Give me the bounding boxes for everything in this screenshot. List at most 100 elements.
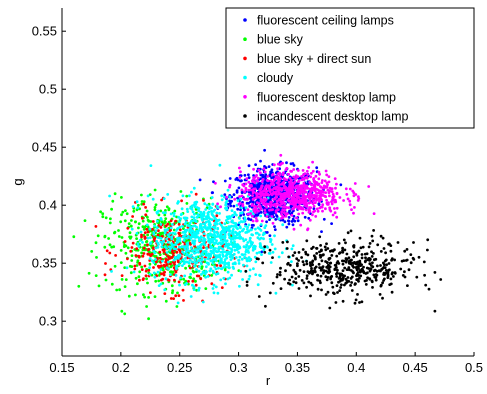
data-point (241, 278, 245, 281)
data-point (255, 251, 259, 255)
data-point (348, 187, 352, 191)
data-point (236, 199, 240, 203)
y-tick-label: 0.3 (39, 314, 57, 329)
legend-entry-0: fluorescent ceiling lamps (257, 14, 394, 28)
data-point (309, 294, 312, 298)
data-point (202, 199, 205, 202)
legend-entry-5: incandescent desktop lamp (257, 110, 409, 124)
data-point (238, 176, 242, 179)
data-point (164, 299, 168, 303)
data-point (225, 195, 228, 199)
data-point (243, 208, 246, 212)
data-point (160, 198, 164, 202)
data-point (280, 188, 284, 192)
data-point (160, 245, 164, 249)
data-point (163, 288, 167, 292)
data-point (248, 236, 252, 240)
data-point (149, 220, 153, 223)
data-point (358, 261, 362, 264)
data-point (417, 255, 421, 259)
data-point (134, 254, 138, 257)
data-point (209, 244, 213, 248)
data-point (343, 248, 347, 252)
data-point (348, 199, 352, 203)
data-point (338, 251, 342, 255)
data-point (328, 270, 332, 273)
data-point (268, 291, 272, 295)
data-point (248, 204, 252, 208)
data-point (166, 233, 170, 237)
data-point (177, 215, 181, 219)
data-point (214, 181, 217, 185)
data-point (231, 262, 235, 266)
data-point (307, 194, 310, 198)
data-point (314, 181, 318, 184)
data-point (249, 257, 253, 261)
data-point (384, 251, 387, 255)
data-point (296, 219, 300, 223)
data-point (138, 262, 142, 266)
data-point (326, 276, 330, 279)
data-point (310, 171, 313, 175)
data-point (293, 180, 297, 184)
data-point (220, 229, 224, 233)
data-point (144, 269, 148, 273)
data-point (303, 198, 307, 201)
data-point (108, 194, 111, 198)
data-point (154, 258, 157, 261)
data-point (146, 194, 150, 198)
data-point (236, 178, 240, 182)
data-point (353, 206, 356, 209)
y-tick-label: 0.4 (39, 198, 57, 213)
data-point (415, 275, 419, 279)
data-point (283, 205, 287, 209)
data-point (263, 208, 267, 212)
data-point (277, 182, 280, 186)
data-point (302, 263, 306, 267)
data-point (277, 191, 281, 195)
data-point (371, 261, 374, 265)
data-point (188, 259, 192, 262)
data-point (266, 175, 270, 178)
data-point (267, 185, 271, 189)
data-point (352, 211, 355, 215)
data-point (191, 279, 195, 283)
data-point (125, 266, 129, 270)
data-point (232, 267, 236, 270)
data-point (335, 192, 339, 196)
data-point (186, 260, 189, 264)
data-point (259, 159, 262, 163)
data-point (155, 226, 159, 230)
data-point (193, 258, 197, 262)
data-point (218, 254, 222, 258)
data-point (354, 262, 358, 266)
data-point (191, 210, 195, 214)
data-point (407, 268, 411, 272)
data-point (260, 184, 264, 188)
data-point (349, 229, 353, 233)
data-point (274, 190, 278, 194)
data-point (405, 248, 409, 251)
data-point (273, 177, 277, 181)
data-point (178, 248, 182, 252)
y-axis-label: g (10, 178, 25, 185)
data-point (163, 231, 167, 235)
data-point (262, 167, 266, 171)
data-point (346, 231, 350, 235)
data-point (219, 205, 223, 209)
data-point (247, 256, 251, 259)
data-point (199, 277, 203, 281)
data-point (198, 265, 201, 268)
data-point (201, 300, 205, 304)
data-point (276, 167, 279, 171)
data-point (117, 235, 121, 238)
data-point (200, 258, 204, 262)
data-point (336, 260, 340, 263)
data-point (123, 219, 127, 223)
data-point (157, 209, 160, 213)
data-point (148, 257, 152, 260)
data-point (249, 210, 253, 213)
data-point (187, 280, 190, 283)
data-point (265, 189, 269, 193)
data-point (202, 211, 206, 215)
